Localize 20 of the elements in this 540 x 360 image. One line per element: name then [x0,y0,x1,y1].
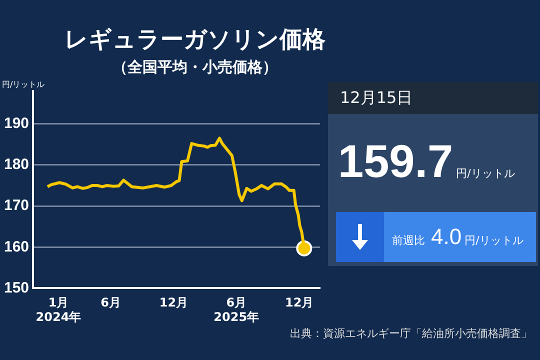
y-tick-label: 160 [4,238,30,256]
x-tick-label: 12月 [285,296,314,310]
y-tick-label: 190 [4,115,30,132]
text: 4.0 [431,224,462,249]
chart-subtitle: （全国平均・小売価格） [112,58,278,77]
text: 12月15日 [328,82,538,114]
source-note: 出典：資源エネルギー庁「給油所小売価格調査」 [290,326,532,341]
y-tick-label: 180 [4,156,30,174]
text: 円/リットル [456,167,515,180]
x-tick-label: 12月 [159,296,188,310]
x-tick-label: 6月 2025年 [214,296,260,324]
chart-title: レギュラーガソリン価格 [64,26,326,55]
x-tick-label: 1月 2024年 [36,296,82,324]
text: 159.7 [338,135,454,187]
x-tick-label: 6月 [100,296,121,310]
y-tick-label: 150 [4,279,30,296]
text: 前週比 [392,234,425,247]
y-axis-title: 円/リットル [2,80,45,90]
text: 円/リットル [464,234,524,247]
y-tick-label: 170 [4,197,30,214]
